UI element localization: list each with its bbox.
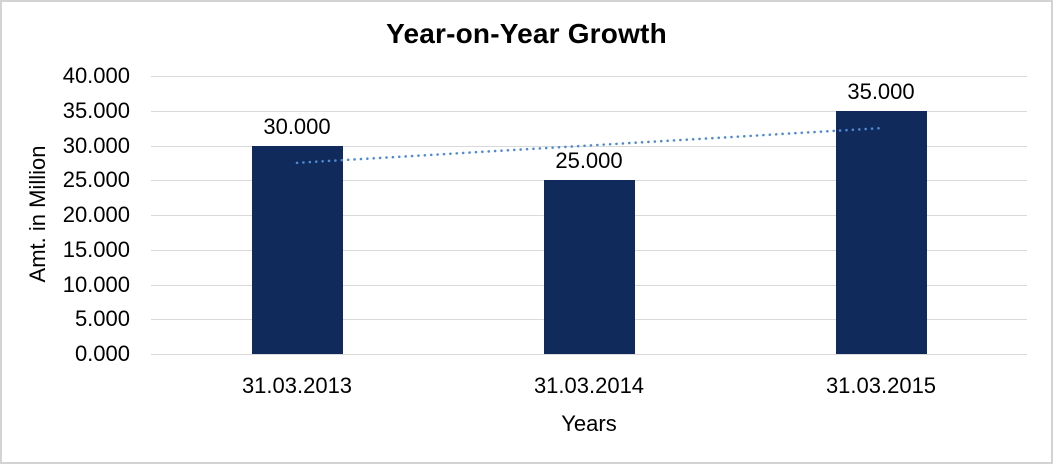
gridline: [151, 76, 1027, 77]
x-tick-label: 31.03.2013: [241, 373, 353, 398]
bar-31.03.2014[interactable]: [543, 180, 635, 354]
bar-value-label: 30.000: [263, 113, 331, 139]
y-tick-label: 15.000: [62, 236, 130, 262]
y-tick-label: 25.000: [62, 167, 130, 193]
y-tick-label: 0.000: [74, 341, 130, 366]
trendline[interactable]: [151, 76, 1027, 354]
y-tick-label: 10.000: [62, 271, 130, 297]
x-tick-label: 31.03.2014: [533, 373, 645, 398]
y-tick-label: 30.000: [62, 132, 130, 158]
y-tick-label: 5.000: [74, 306, 130, 332]
bar-value-label: 35.000: [847, 78, 915, 104]
bar-31.03.2015[interactable]: [835, 110, 927, 354]
x-axis-title: Years: [561, 411, 617, 436]
gridline: [151, 110, 1027, 112]
gridline: [151, 145, 1027, 147]
x-axis-tick-labels: 31.03.2013 31.03.2014 31.03.2015: [151, 373, 1027, 399]
y-tick-label: 35.000: [62, 97, 130, 123]
chart-title: Year-on-Year Growth: [386, 18, 667, 49]
plot-area: 30.000 25.000 35.000: [151, 76, 1027, 355]
gridline: [151, 354, 1027, 355]
x-tick-label: 31.03.2015: [825, 373, 937, 398]
trendline-path[interactable]: [295, 126, 883, 165]
y-tick-label: 40.000: [62, 63, 130, 88]
y-axis-tick-labels: 0.000 5.000 10.000 15.000 20.000 25.000 30.000…: [2, 63, 130, 366]
bar-value-label: 25.000: [555, 148, 623, 174]
bar-31.03.2013[interactable]: [251, 145, 343, 354]
y-tick-label: 20.000: [62, 202, 130, 227]
